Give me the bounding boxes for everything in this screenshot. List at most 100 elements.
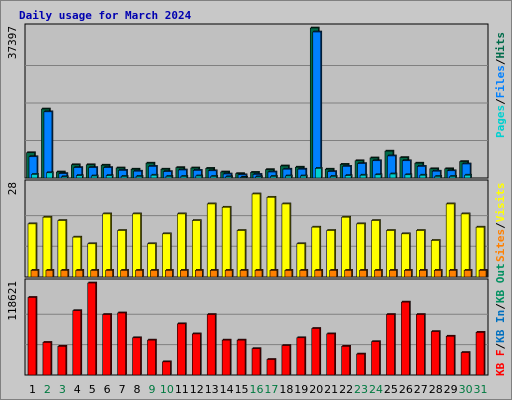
- bar-pages-9: [150, 173, 159, 179]
- legend-kb-out: KB Out: [494, 263, 507, 303]
- bar-kbf-22: [341, 345, 351, 376]
- day-label-28: 28: [429, 383, 443, 396]
- bar-visits-13: [206, 202, 217, 278]
- bar-pages-5: [90, 174, 99, 179]
- day-label-25: 25: [384, 383, 398, 396]
- day-label-26: 26: [399, 383, 413, 396]
- bar-pages-18: [285, 174, 293, 179]
- bar-pages-28: [434, 175, 443, 179]
- bar-pages-29: [449, 175, 457, 179]
- bar-pages-17: [270, 175, 278, 179]
- bar-kbf-12: [191, 332, 202, 376]
- bar-pages-1: [31, 173, 39, 179]
- bar-kbf-28: [430, 330, 441, 376]
- bar-kbf-24: [371, 340, 381, 376]
- day-label-9: 9: [148, 383, 155, 396]
- day-label-8: 8: [134, 383, 141, 396]
- bar-files-20: [312, 30, 323, 179]
- bar-kbf-25: [386, 313, 396, 376]
- side-legend-visits: Sites/Visits: [494, 183, 507, 263]
- day-label-19: 19: [294, 383, 308, 396]
- bar-pages-23: [359, 173, 368, 179]
- bar-kbf-14: [221, 338, 232, 376]
- bar-sites-31: [478, 269, 488, 278]
- bar-sites-10: [165, 269, 174, 278]
- day-label-11: 11: [175, 383, 189, 396]
- bar-sites-26: [404, 269, 413, 278]
- side-legend-hits: Pages/Files/Hits: [494, 32, 507, 138]
- bar-pages-22: [344, 174, 353, 179]
- bar-kbf-30: [460, 351, 471, 376]
- bar-pages-8: [135, 175, 144, 179]
- legend-sites: Sites: [494, 229, 507, 262]
- bar-sites-9: [150, 269, 159, 278]
- ymax-label-visits: 28: [6, 182, 19, 195]
- bar-visits-8: [132, 212, 142, 278]
- bar-sites-8: [135, 269, 144, 278]
- day-label-22: 22: [339, 383, 353, 396]
- bar-pages-10: [165, 175, 174, 179]
- bar-kbf-7: [117, 311, 127, 376]
- day-label-21: 21: [324, 383, 338, 396]
- day-label-15: 15: [235, 383, 249, 396]
- day-label-30: 30: [459, 383, 473, 396]
- bar-pages-14: [225, 175, 233, 179]
- bar-pages-20: [314, 167, 323, 179]
- panel-kbytes-background: [24, 278, 489, 376]
- bar-kbf-17: [266, 358, 277, 376]
- bar-kbf-4: [72, 309, 83, 376]
- bar-sites-23: [359, 269, 368, 278]
- bar-sites-21: [329, 269, 339, 278]
- bar-kbf-10: [162, 360, 172, 376]
- bar-pages-30: [464, 173, 472, 179]
- day-label-20: 20: [309, 383, 323, 396]
- chart-title: Daily usage for March 2024: [19, 9, 192, 22]
- bar-visits-1: [27, 222, 38, 278]
- bar-visits-6: [102, 212, 112, 278]
- bar-visits-22: [341, 215, 351, 278]
- legend-pages: Pages: [494, 105, 507, 138]
- ymax-label-kbytes: 118621: [6, 281, 19, 321]
- bar-sites-27: [419, 269, 428, 278]
- day-label-5: 5: [89, 383, 96, 396]
- bar-kbf-13: [206, 313, 217, 376]
- bar-sites-28: [433, 269, 443, 278]
- bar-kbf-15: [236, 338, 247, 376]
- bar-pages-7: [120, 175, 129, 179]
- bar-kbf-29: [445, 334, 456, 376]
- bar-pages-3: [61, 175, 69, 179]
- day-label-14: 14: [220, 383, 234, 396]
- bar-sites-16: [254, 269, 264, 278]
- day-label-31: 31: [474, 383, 488, 396]
- bar-pages-16: [255, 175, 263, 179]
- legend-files: Files: [494, 65, 507, 98]
- bar-sites-3: [60, 269, 70, 278]
- bar-pages-15: [240, 175, 248, 179]
- day-label-1: 1: [29, 383, 36, 396]
- bar-visits-23: [356, 222, 366, 278]
- day-label-18: 18: [279, 383, 293, 396]
- bar-sites-17: [269, 269, 279, 278]
- bar-sites-5: [90, 269, 100, 278]
- bar-pages-2: [46, 171, 54, 179]
- legend-visits: Visits: [494, 183, 507, 223]
- bar-kbf-11: [177, 322, 187, 376]
- bar-kbf-23: [356, 352, 366, 376]
- bar-sites-4: [75, 269, 85, 278]
- bar-pages-19: [300, 174, 308, 179]
- bar-kbf-26: [401, 300, 411, 376]
- bar-sites-14: [224, 269, 234, 278]
- bar-sites-30: [463, 269, 473, 278]
- day-label-2: 2: [44, 383, 51, 396]
- bar-pages-24: [374, 173, 383, 179]
- bar-pages-21: [329, 175, 338, 179]
- bar-sites-7: [120, 269, 129, 278]
- bar-sites-29: [448, 269, 458, 278]
- bar-kbf-8: [132, 336, 142, 376]
- bar-visits-18: [281, 202, 292, 278]
- bar-sites-20: [314, 269, 324, 278]
- bar-kbf-2: [42, 341, 53, 376]
- bar-visits-14: [221, 205, 232, 278]
- bar-visits-2: [42, 215, 53, 278]
- bar-kbf-21: [326, 332, 337, 376]
